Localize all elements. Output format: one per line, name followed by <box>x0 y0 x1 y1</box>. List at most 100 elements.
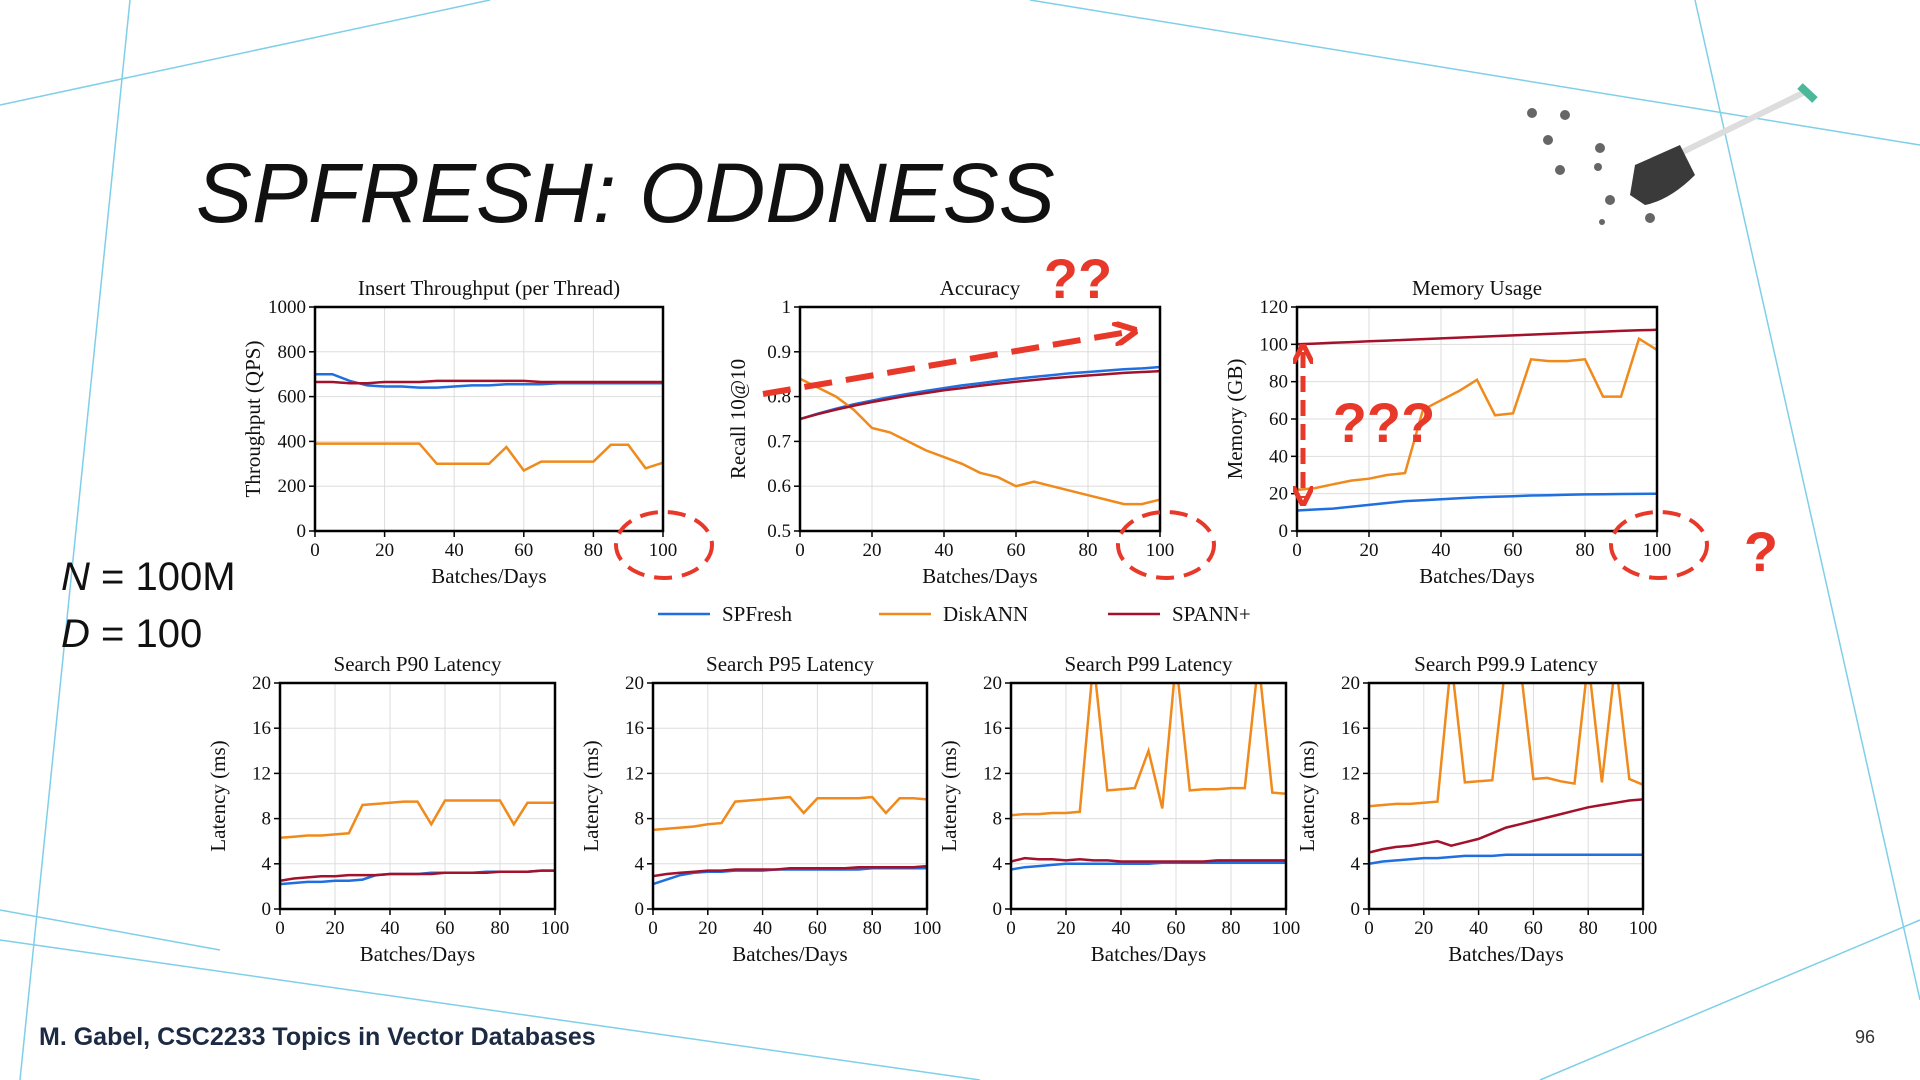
y-tick-label: 20 <box>1269 484 1288 505</box>
y-tick-label: 1 <box>782 297 792 318</box>
chart-title: Accuracy <box>940 276 1021 300</box>
x-tick-label: 40 <box>753 918 772 939</box>
chart-title: Search P90 Latency <box>334 652 502 676</box>
chart-title: Memory Usage <box>1412 276 1542 300</box>
x-tick-label: 0 <box>310 540 320 561</box>
x-axis-label: Batches/Days <box>922 564 1037 588</box>
chart: 0 20 40 60 80 100 0 4 8 12 16 20 Search P99 Latency B… <box>937 652 1300 966</box>
y-tick-label: 0 <box>297 521 307 542</box>
plot-frame <box>313 305 665 533</box>
param-text: = 100M <box>101 555 236 599</box>
y-tick-label: 16 <box>1341 718 1360 739</box>
x-tick-label: 60 <box>436 918 455 939</box>
y-tick-label: 0.7 <box>767 431 791 452</box>
x-tick-label: 40 <box>1432 540 1451 561</box>
param-n: N = 100M <box>61 555 236 599</box>
x-tick-label: 40 <box>445 540 464 561</box>
y-tick-label: 0 <box>1351 899 1361 920</box>
y-tick-label: 200 <box>278 476 307 497</box>
x-tick-label: 80 <box>1579 918 1598 939</box>
x-tick-label: 80 <box>1079 540 1098 561</box>
y-tick-label: 600 <box>278 387 307 408</box>
x-tick-label: 20 <box>1414 918 1433 939</box>
y-tick-label: 8 <box>635 809 645 830</box>
annotation: ?? <box>1044 247 1112 310</box>
legend-label: SPANN+ <box>1172 602 1251 626</box>
x-axis-label: Batches/Days <box>431 564 546 588</box>
x-tick-label: 60 <box>1007 540 1026 561</box>
chart: 0 20 40 60 80 100 0 4 8 12 16 20 Search P99.9 Latenc… <box>1295 652 1657 966</box>
y-axis-label: Latency (ms) <box>206 740 230 851</box>
series-line <box>1297 492 1657 512</box>
legend-label: SPFresh <box>722 602 793 626</box>
y-tick-label: 4 <box>1351 854 1361 875</box>
x-tick-label: 80 <box>1576 540 1595 561</box>
plot-frame <box>1009 681 1288 911</box>
y-tick-label: 16 <box>625 718 644 739</box>
red-marks <box>614 332 1709 580</box>
x-tick-label: 80 <box>863 918 882 939</box>
x-tick-label: 100 <box>541 918 570 939</box>
y-axis-label: Latency (ms) <box>937 740 961 851</box>
x-tick-label: 80 <box>584 540 603 561</box>
y-tick-label: 12 <box>252 763 271 784</box>
x-axis-label: Batches/Days <box>732 942 847 966</box>
x-tick-label: 20 <box>1360 540 1379 561</box>
x-tick-label: 80 <box>1222 918 1241 939</box>
y-axis-label: Throughput (QPS) <box>241 341 265 498</box>
x-axis-label: Batches/Days <box>1419 564 1534 588</box>
series-line <box>800 369 1160 421</box>
y-tick-label: 400 <box>278 431 307 452</box>
x-tick-label: 0 <box>1006 918 1016 939</box>
y-tick-label: 100 <box>1260 334 1289 355</box>
y-tick-label: 0 <box>993 899 1003 920</box>
x-tick-label: 0 <box>1364 918 1374 939</box>
series-line <box>1369 853 1643 866</box>
x-tick-label: 0 <box>1292 540 1302 561</box>
y-tick-label: 16 <box>252 718 271 739</box>
shovel-icon <box>1527 83 1818 225</box>
series-line <box>315 442 663 473</box>
x-tick-label: 100 <box>1272 918 1301 939</box>
chart-title: Insert Throughput (per Thread) <box>358 276 620 300</box>
x-tick-label: 100 <box>1643 540 1672 561</box>
y-tick-label: 0.5 <box>767 521 791 542</box>
series-line <box>1011 683 1286 817</box>
x-tick-label: 20 <box>863 540 882 561</box>
x-tick-label: 20 <box>698 918 717 939</box>
y-tick-label: 12 <box>625 763 644 784</box>
param-d: D = 100 <box>61 612 202 656</box>
y-tick-label: 800 <box>278 342 307 363</box>
chart-title: Search P99.9 Latency <box>1414 652 1598 676</box>
series-line <box>653 795 927 832</box>
y-tick-label: 60 <box>1269 409 1288 430</box>
param-text: = 100 <box>101 612 202 656</box>
x-tick-label: 100 <box>1146 540 1175 561</box>
x-axis-label: Batches/Days <box>1091 942 1206 966</box>
y-tick-label: 0.6 <box>767 476 791 497</box>
y-tick-label: 0 <box>1279 521 1289 542</box>
x-tick-label: 40 <box>1112 918 1131 939</box>
x-tick-label: 40 <box>381 918 400 939</box>
x-axis-label: Batches/Days <box>360 942 475 966</box>
x-tick-label: 0 <box>795 540 805 561</box>
y-tick-label: 8 <box>993 809 1003 830</box>
y-tick-label: 12 <box>1341 763 1360 784</box>
legend: SPFresh DiskANN SPANN+ <box>658 602 1251 626</box>
y-tick-label: 8 <box>1351 809 1361 830</box>
param-symbol: N <box>61 555 90 599</box>
y-tick-label: 8 <box>262 809 272 830</box>
footer: M. Gabel, CSC2233 Topics in Vector Datab… <box>39 1023 596 1051</box>
plot-frame <box>798 305 1162 533</box>
series-line <box>1011 856 1286 863</box>
y-tick-label: 16 <box>983 718 1002 739</box>
x-tick-label: 60 <box>1504 540 1523 561</box>
chart: 0 20 40 60 80 100 0 20 40 60 80 100 120 Memory Usage B… <box>1223 276 1671 588</box>
x-tick-label: 0 <box>648 918 658 939</box>
y-tick-label: 4 <box>635 854 645 875</box>
slide-title: SPFRESH: ODDNESS <box>196 146 1055 240</box>
x-tick-label: 60 <box>808 918 827 939</box>
